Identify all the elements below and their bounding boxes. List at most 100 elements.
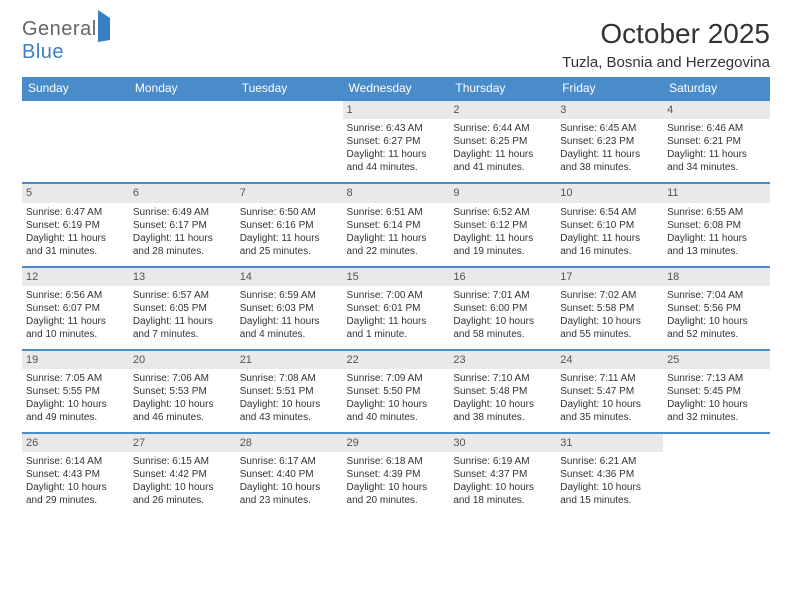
day-line: Daylight: 11 hours bbox=[453, 148, 552, 161]
day-line: Sunrise: 6:47 AM bbox=[26, 206, 125, 219]
day-header: Thursday bbox=[449, 77, 556, 100]
day-line: Sunset: 6:17 PM bbox=[133, 219, 232, 232]
day-cell: 22Sunrise: 7:09 AMSunset: 5:50 PMDayligh… bbox=[343, 350, 450, 433]
day-line: and 29 minutes. bbox=[26, 494, 125, 507]
day-number: 2 bbox=[449, 101, 556, 119]
day-content: Sunrise: 6:52 AMSunset: 6:12 PMDaylight:… bbox=[449, 203, 556, 266]
day-line: Sunrise: 7:11 AM bbox=[560, 372, 659, 385]
day-line: Sunrise: 7:13 AM bbox=[667, 372, 766, 385]
day-content: Sunrise: 7:04 AMSunset: 5:56 PMDaylight:… bbox=[663, 286, 770, 349]
day-number: 6 bbox=[129, 184, 236, 202]
day-line: Sunset: 5:48 PM bbox=[453, 385, 552, 398]
day-line: Daylight: 10 hours bbox=[453, 481, 552, 494]
day-line: and 15 minutes. bbox=[560, 494, 659, 507]
day-line: Sunset: 6:27 PM bbox=[347, 135, 446, 148]
day-number: 15 bbox=[343, 268, 450, 286]
day-cell: 13Sunrise: 6:57 AMSunset: 6:05 PMDayligh… bbox=[129, 267, 236, 350]
day-line: Sunset: 5:55 PM bbox=[26, 385, 125, 398]
day-line: Sunset: 5:51 PM bbox=[240, 385, 339, 398]
day-cell: 24Sunrise: 7:11 AMSunset: 5:47 PMDayligh… bbox=[556, 350, 663, 433]
day-line: Daylight: 10 hours bbox=[26, 398, 125, 411]
day-line: and 55 minutes. bbox=[560, 328, 659, 341]
day-cell: 9Sunrise: 6:52 AMSunset: 6:12 PMDaylight… bbox=[449, 183, 556, 266]
day-line: Sunrise: 6:51 AM bbox=[347, 206, 446, 219]
day-cell: 30Sunrise: 6:19 AMSunset: 4:37 PMDayligh… bbox=[449, 433, 556, 515]
day-content: Sunrise: 6:51 AMSunset: 6:14 PMDaylight:… bbox=[343, 203, 450, 266]
day-line: and 13 minutes. bbox=[667, 245, 766, 258]
day-content: Sunrise: 7:00 AMSunset: 6:01 PMDaylight:… bbox=[343, 286, 450, 349]
day-line: and 4 minutes. bbox=[240, 328, 339, 341]
day-line: Sunset: 6:25 PM bbox=[453, 135, 552, 148]
day-content bbox=[663, 452, 770, 463]
day-line: Sunset: 6:01 PM bbox=[347, 302, 446, 315]
day-cell: 20Sunrise: 7:06 AMSunset: 5:53 PMDayligh… bbox=[129, 350, 236, 433]
day-content: Sunrise: 6:43 AMSunset: 6:27 PMDaylight:… bbox=[343, 119, 450, 182]
day-cell: 14Sunrise: 6:59 AMSunset: 6:03 PMDayligh… bbox=[236, 267, 343, 350]
logo-word-2: Blue bbox=[22, 41, 64, 63]
day-line: Daylight: 10 hours bbox=[560, 398, 659, 411]
day-line: Sunset: 6:19 PM bbox=[26, 219, 125, 232]
day-number: 29 bbox=[343, 434, 450, 452]
day-cell: 3Sunrise: 6:45 AMSunset: 6:23 PMDaylight… bbox=[556, 100, 663, 183]
day-cell: 4Sunrise: 6:46 AMSunset: 6:21 PMDaylight… bbox=[663, 100, 770, 183]
day-line: Sunrise: 6:46 AM bbox=[667, 122, 766, 135]
day-number: 11 bbox=[663, 184, 770, 202]
day-number bbox=[663, 434, 770, 452]
day-content: Sunrise: 6:47 AMSunset: 6:19 PMDaylight:… bbox=[22, 203, 129, 266]
day-line: and 35 minutes. bbox=[560, 411, 659, 424]
day-header: Friday bbox=[556, 77, 663, 100]
day-content: Sunrise: 6:46 AMSunset: 6:21 PMDaylight:… bbox=[663, 119, 770, 182]
day-content: Sunrise: 6:18 AMSunset: 4:39 PMDaylight:… bbox=[343, 452, 450, 515]
day-line: Sunset: 4:39 PM bbox=[347, 468, 446, 481]
day-line: and 26 minutes. bbox=[133, 494, 232, 507]
day-number: 18 bbox=[663, 268, 770, 286]
day-number: 10 bbox=[556, 184, 663, 202]
logo-word-1: General bbox=[22, 18, 97, 40]
day-line: Sunset: 6:14 PM bbox=[347, 219, 446, 232]
day-content: Sunrise: 7:06 AMSunset: 5:53 PMDaylight:… bbox=[129, 369, 236, 432]
day-number: 23 bbox=[449, 351, 556, 369]
week-row: 12Sunrise: 6:56 AMSunset: 6:07 PMDayligh… bbox=[22, 267, 770, 350]
logo-sail-icon bbox=[98, 10, 110, 42]
month-title: October 2025 bbox=[562, 18, 770, 50]
day-cell: 21Sunrise: 7:08 AMSunset: 5:51 PMDayligh… bbox=[236, 350, 343, 433]
day-line: and 25 minutes. bbox=[240, 245, 339, 258]
day-line: Sunrise: 6:21 AM bbox=[560, 455, 659, 468]
logo-text: General Blue bbox=[22, 18, 110, 64]
day-cell: 11Sunrise: 6:55 AMSunset: 6:08 PMDayligh… bbox=[663, 183, 770, 266]
day-line: Daylight: 11 hours bbox=[453, 232, 552, 245]
day-number bbox=[129, 101, 236, 119]
day-line: Sunrise: 7:10 AM bbox=[453, 372, 552, 385]
day-line: Sunrise: 7:09 AM bbox=[347, 372, 446, 385]
day-cell: 17Sunrise: 7:02 AMSunset: 5:58 PMDayligh… bbox=[556, 267, 663, 350]
day-line: Sunset: 5:47 PM bbox=[560, 385, 659, 398]
day-line: Daylight: 10 hours bbox=[240, 398, 339, 411]
day-line: Daylight: 10 hours bbox=[26, 481, 125, 494]
day-cell: 26Sunrise: 6:14 AMSunset: 4:43 PMDayligh… bbox=[22, 433, 129, 515]
day-cell: 19Sunrise: 7:05 AMSunset: 5:55 PMDayligh… bbox=[22, 350, 129, 433]
day-line: Sunset: 4:42 PM bbox=[133, 468, 232, 481]
day-line: and 44 minutes. bbox=[347, 161, 446, 174]
day-cell bbox=[663, 433, 770, 515]
day-number: 8 bbox=[343, 184, 450, 202]
day-line: and 32 minutes. bbox=[667, 411, 766, 424]
day-number: 28 bbox=[236, 434, 343, 452]
day-number: 7 bbox=[236, 184, 343, 202]
logo: General Blue bbox=[22, 18, 110, 64]
day-line: Sunrise: 6:59 AM bbox=[240, 289, 339, 302]
day-line: Sunset: 6:03 PM bbox=[240, 302, 339, 315]
day-line: and 16 minutes. bbox=[560, 245, 659, 258]
day-number: 31 bbox=[556, 434, 663, 452]
day-content bbox=[22, 119, 129, 130]
day-cell bbox=[236, 100, 343, 183]
day-line: and 52 minutes. bbox=[667, 328, 766, 341]
day-line: Daylight: 11 hours bbox=[560, 232, 659, 245]
day-line: Sunset: 6:10 PM bbox=[560, 219, 659, 232]
location: Tuzla, Bosnia and Herzegovina bbox=[562, 54, 770, 71]
day-number: 25 bbox=[663, 351, 770, 369]
day-line: Sunset: 5:53 PM bbox=[133, 385, 232, 398]
day-line: Sunset: 4:40 PM bbox=[240, 468, 339, 481]
day-content: Sunrise: 6:57 AMSunset: 6:05 PMDaylight:… bbox=[129, 286, 236, 349]
day-cell: 23Sunrise: 7:10 AMSunset: 5:48 PMDayligh… bbox=[449, 350, 556, 433]
day-cell: 18Sunrise: 7:04 AMSunset: 5:56 PMDayligh… bbox=[663, 267, 770, 350]
